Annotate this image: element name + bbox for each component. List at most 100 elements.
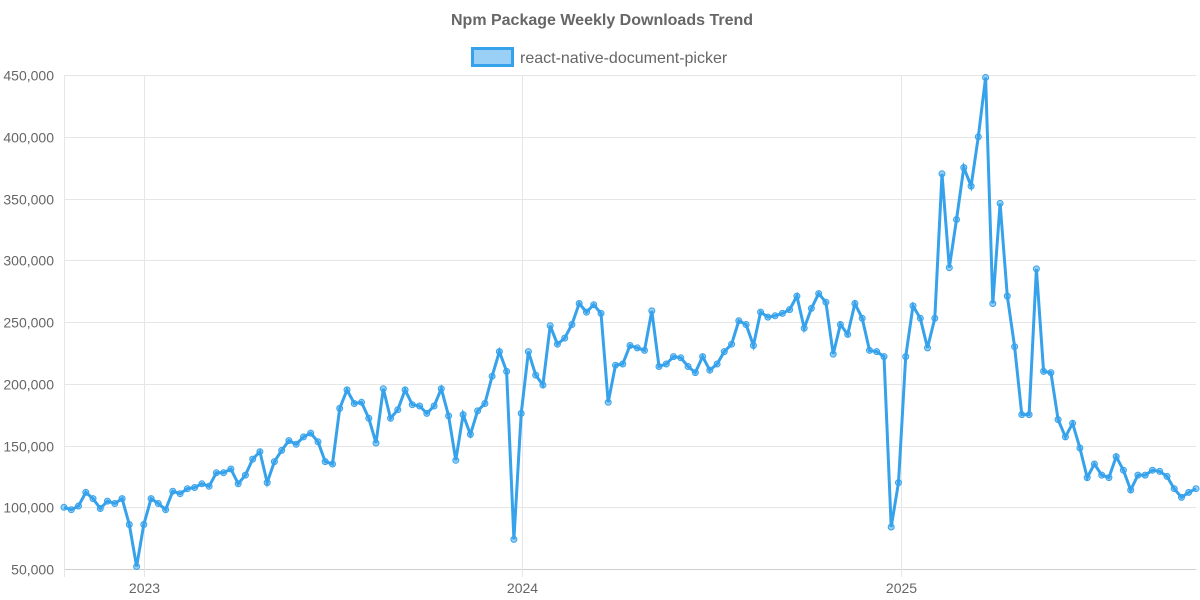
- data-point: [684, 363, 692, 370]
- data-point: [256, 448, 264, 456]
- series-react-native-document-picker: [60, 74, 1200, 570]
- y-tick-label: 250,000: [3, 315, 54, 331]
- data-point: [176, 490, 184, 498]
- y-tick-label: 100,000: [3, 500, 54, 516]
- x-tick-label: 2025: [886, 580, 917, 596]
- data-point: [532, 371, 540, 379]
- data-point: [1134, 471, 1142, 479]
- data-point: [191, 484, 199, 491]
- y-tick-label: 200,000: [3, 377, 54, 393]
- data-point: [430, 402, 438, 410]
- data-point: [851, 300, 859, 307]
- data-point: [953, 216, 960, 223]
- data-point: [1098, 471, 1106, 479]
- data-point: [1141, 471, 1149, 479]
- data-point: [220, 469, 228, 477]
- data-point: [561, 334, 569, 342]
- data-point: [169, 487, 177, 495]
- y-axis: 50,000 100,000 150,000 200,000 250,000 300,00…: [3, 68, 54, 578]
- data-point: [902, 353, 910, 361]
- data-point: [234, 480, 242, 488]
- data-point: [916, 314, 924, 322]
- data-point: [488, 372, 496, 380]
- data-point: [728, 340, 736, 348]
- data-point: [1047, 369, 1055, 377]
- data-point: [365, 414, 373, 422]
- data-point: [597, 309, 605, 317]
- data-point: [931, 314, 939, 322]
- data-point: [263, 479, 271, 487]
- data-point: [445, 412, 453, 420]
- data-point: [212, 469, 220, 477]
- data-point: [626, 342, 634, 349]
- data-point: [350, 400, 358, 407]
- data-point: [300, 433, 307, 441]
- data-point: [699, 353, 707, 361]
- data-point: [873, 348, 881, 356]
- data-point: [655, 363, 663, 370]
- data-point: [1178, 493, 1185, 501]
- data-point: [633, 344, 641, 352]
- data-point: [1069, 419, 1077, 427]
- data-point: [735, 317, 743, 325]
- data-point: [495, 348, 503, 356]
- y-tick-label: 300,000: [3, 253, 54, 269]
- data-point: [641, 346, 648, 354]
- data-point: [1025, 411, 1033, 419]
- data-point: [786, 306, 794, 314]
- data-point: [125, 521, 133, 528]
- data-point: [749, 342, 757, 349]
- y-tick-label: 150,000: [3, 439, 54, 455]
- data-point: [662, 360, 670, 368]
- data-point: [147, 495, 155, 503]
- legend-label[interactable]: react-native-document-picker: [520, 50, 728, 67]
- data-point: [960, 164, 968, 172]
- data-point: [154, 500, 162, 507]
- data-point: [887, 523, 895, 531]
- data-point: [517, 409, 525, 417]
- data-point: [198, 480, 206, 488]
- data-point: [1170, 485, 1178, 493]
- data-point: [612, 361, 619, 369]
- y-tick-label: 450,000: [3, 68, 54, 84]
- data-point: [713, 360, 721, 368]
- data-point: [677, 354, 685, 362]
- data-point: [503, 367, 511, 375]
- data-point: [778, 309, 786, 317]
- data-point: [757, 308, 765, 316]
- data-point: [895, 479, 902, 487]
- data-point: [1119, 466, 1127, 474]
- data-point: [307, 429, 315, 437]
- data-point: [880, 353, 888, 361]
- data-point: [524, 348, 532, 356]
- data-point: [619, 360, 627, 368]
- data-point: [771, 312, 779, 320]
- data-point: [829, 350, 837, 358]
- data-point: [604, 398, 612, 406]
- data-point: [866, 346, 873, 354]
- data-point: [481, 400, 489, 407]
- data-point: [82, 488, 90, 496]
- data-point: [1061, 433, 1069, 441]
- data-point: [401, 386, 409, 394]
- data-point: [815, 290, 823, 298]
- data-point: [590, 301, 598, 309]
- data-point: [394, 406, 402, 414]
- data-point: [974, 133, 982, 141]
- y-tick-label: 350,000: [3, 192, 54, 208]
- data-point: [706, 366, 714, 374]
- legend[interactable]: react-native-document-picker: [471, 47, 728, 68]
- data-point: [1105, 474, 1113, 482]
- legend-swatch[interactable]: [471, 47, 514, 67]
- data-point: [510, 535, 518, 543]
- data-point: [205, 482, 213, 490]
- grid: [64, 75, 1196, 577]
- data-point: [329, 460, 336, 468]
- data-point: [648, 307, 656, 315]
- data-point: [343, 386, 351, 394]
- data-point: [452, 456, 460, 464]
- data-point: [1040, 367, 1048, 375]
- chart-title: Npm Package Weekly Downloads Trend: [451, 12, 753, 29]
- data-point: [546, 322, 554, 330]
- data-point: [575, 300, 583, 307]
